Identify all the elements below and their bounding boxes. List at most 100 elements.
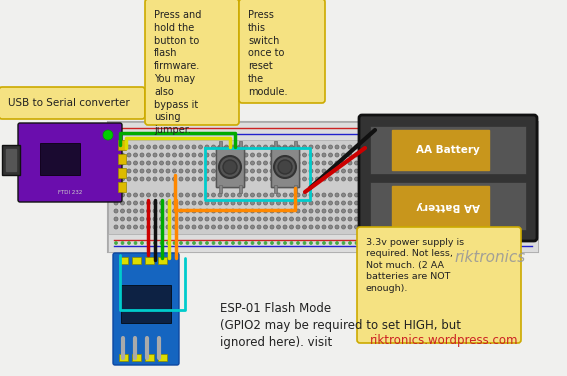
Circle shape [387,225,391,229]
Circle shape [114,209,118,213]
Circle shape [478,161,482,165]
Circle shape [367,153,371,157]
Circle shape [309,177,313,181]
Circle shape [309,145,313,149]
Circle shape [185,161,189,165]
Circle shape [296,169,300,173]
Circle shape [192,217,196,221]
Circle shape [225,193,229,197]
Circle shape [472,193,476,197]
Circle shape [257,209,261,213]
Circle shape [179,161,183,165]
Circle shape [407,169,411,173]
Circle shape [192,209,196,213]
Circle shape [439,169,443,173]
Circle shape [290,201,294,205]
Circle shape [303,177,307,181]
Circle shape [270,153,274,157]
Circle shape [420,153,424,157]
Bar [40,143,80,175]
Circle shape [420,225,424,229]
Circle shape [510,161,514,165]
Circle shape [439,217,443,221]
Circle shape [264,177,268,181]
Circle shape [270,225,274,229]
Circle shape [433,145,437,149]
Circle shape [296,225,300,229]
FancyBboxPatch shape [18,123,122,202]
Circle shape [303,209,307,213]
Circle shape [355,241,358,244]
Circle shape [433,217,437,221]
Circle shape [251,161,255,165]
Circle shape [452,209,456,213]
Circle shape [387,193,391,197]
Circle shape [459,169,463,173]
Circle shape [192,177,196,181]
Circle shape [277,153,281,157]
Circle shape [348,209,352,213]
Circle shape [393,145,397,149]
Circle shape [146,209,150,213]
Circle shape [413,225,417,229]
Circle shape [367,161,371,165]
Circle shape [274,156,296,178]
Circle shape [335,145,339,149]
Circle shape [323,241,325,244]
Circle shape [121,153,125,157]
Circle shape [491,217,495,221]
Circle shape [497,193,501,197]
Circle shape [154,241,156,244]
Circle shape [140,193,144,197]
Circle shape [270,193,274,197]
Circle shape [296,145,300,149]
Circle shape [407,201,411,205]
Circle shape [426,161,430,165]
Circle shape [354,177,358,181]
Circle shape [133,153,138,157]
Circle shape [400,201,404,205]
Circle shape [146,177,150,181]
Circle shape [472,169,476,173]
Circle shape [354,225,358,229]
Circle shape [328,145,332,149]
Circle shape [166,225,170,229]
Circle shape [361,225,365,229]
Circle shape [179,169,183,173]
Circle shape [225,169,229,173]
Circle shape [290,193,294,197]
Circle shape [146,161,150,165]
Circle shape [329,241,332,244]
Circle shape [238,153,242,157]
Circle shape [172,209,176,213]
Circle shape [121,241,124,244]
Circle shape [185,177,189,181]
Circle shape [159,145,163,149]
Circle shape [159,217,163,221]
Circle shape [133,145,138,149]
Circle shape [335,225,339,229]
Circle shape [225,201,229,205]
Circle shape [413,177,417,181]
Bar [219,141,222,149]
Bar [216,147,244,187]
Circle shape [153,153,157,157]
Circle shape [446,169,450,173]
Circle shape [185,201,189,205]
Circle shape [491,153,495,157]
Circle shape [484,161,489,165]
Bar [118,140,126,150]
Circle shape [251,217,255,221]
Circle shape [478,209,482,213]
Circle shape [517,177,521,181]
Circle shape [244,193,248,197]
Circle shape [497,201,501,205]
Circle shape [439,209,443,213]
Circle shape [231,177,235,181]
Circle shape [140,225,144,229]
Circle shape [146,225,150,229]
Circle shape [439,177,443,181]
Circle shape [484,193,489,197]
Circle shape [328,193,332,197]
Circle shape [303,153,307,157]
